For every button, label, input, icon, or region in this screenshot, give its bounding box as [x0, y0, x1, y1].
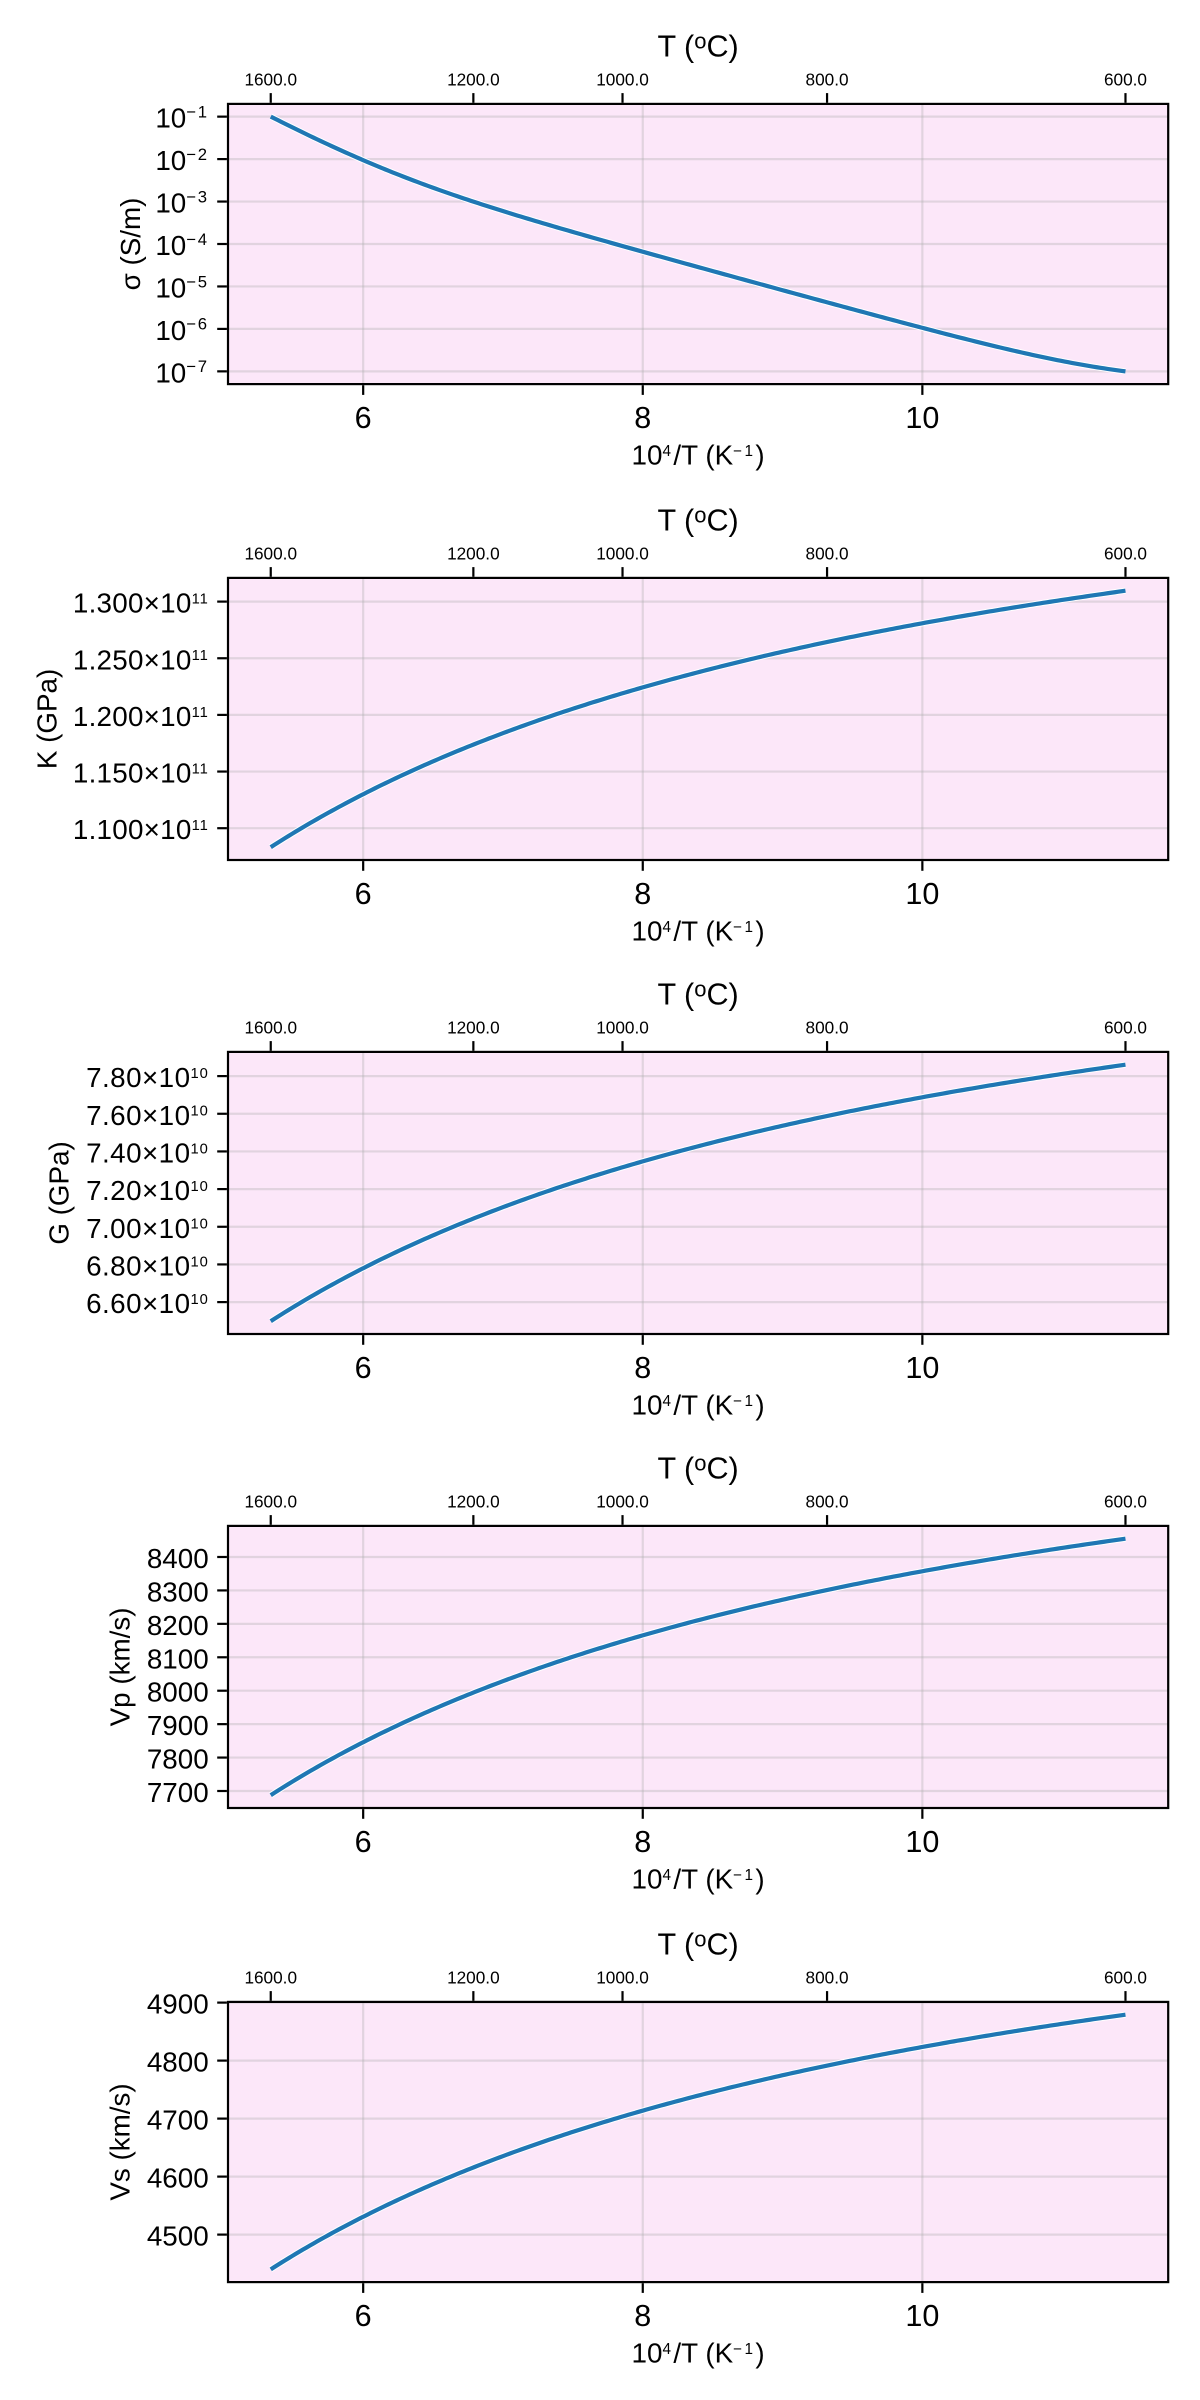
svg-text:7.00×1010: 7.00×1010	[86, 1213, 209, 1244]
svg-text:1600.0: 1600.0	[244, 69, 297, 89]
svg-text:1600.0: 1600.0	[244, 1967, 297, 1987]
svg-text:Vp (km/s): Vp (km/s)	[105, 1607, 136, 1726]
svg-text:7.80×1010: 7.80×1010	[86, 1062, 209, 1093]
svg-text:T (oC): T (oC)	[657, 502, 738, 537]
svg-text:800.0: 800.0	[806, 69, 849, 89]
svg-text:104/T (K−1): 104/T (K−1)	[632, 1390, 765, 1421]
svg-text:8: 8	[634, 1351, 651, 1385]
svg-text:1200.0: 1200.0	[447, 1017, 500, 1037]
svg-text:1200.0: 1200.0	[447, 1967, 500, 1987]
svg-text:8: 8	[634, 401, 651, 435]
svg-text:7.40×1010: 7.40×1010	[86, 1137, 209, 1168]
svg-text:8200: 8200	[147, 1610, 209, 1641]
svg-text:10−1: 10−1	[155, 102, 208, 133]
svg-text:G (GPa): G (GPa)	[44, 1141, 75, 1244]
svg-text:1.200×1011: 1.200×1011	[73, 701, 209, 732]
svg-text:10: 10	[905, 1825, 939, 1859]
svg-text:6: 6	[355, 877, 372, 911]
svg-text:6.80×1010: 6.80×1010	[86, 1250, 209, 1281]
svg-text:6: 6	[355, 2299, 372, 2333]
svg-text:600.0: 600.0	[1104, 1017, 1147, 1037]
svg-text:T (oC): T (oC)	[657, 976, 738, 1011]
svg-text:600.0: 600.0	[1104, 543, 1147, 563]
svg-text:8: 8	[634, 877, 651, 911]
svg-text:104/T (K−1): 104/T (K−1)	[632, 2338, 765, 2369]
svg-text:600.0: 600.0	[1104, 1491, 1147, 1511]
svg-text:1600.0: 1600.0	[244, 1017, 297, 1037]
svg-text:1.150×1011: 1.150×1011	[73, 758, 209, 789]
svg-text:600.0: 600.0	[1104, 1967, 1147, 1987]
svg-text:1000.0: 1000.0	[596, 1491, 649, 1511]
svg-text:1600.0: 1600.0	[244, 1491, 297, 1511]
svg-text:104/T (K−1): 104/T (K−1)	[632, 1864, 765, 1895]
svg-text:8300: 8300	[147, 1576, 209, 1607]
svg-text:6: 6	[355, 1351, 372, 1385]
svg-text:4900: 4900	[147, 1989, 209, 2020]
svg-text:1200.0: 1200.0	[447, 543, 500, 563]
svg-text:7800: 7800	[147, 1744, 209, 1775]
svg-text:8: 8	[634, 1825, 651, 1859]
svg-text:K (GPa): K (GPa)	[32, 669, 63, 769]
svg-text:7900: 7900	[147, 1710, 209, 1741]
svg-text:7700: 7700	[147, 1777, 209, 1808]
svg-text:800.0: 800.0	[806, 543, 849, 563]
svg-text:10−2: 10−2	[155, 145, 208, 176]
svg-text:T (oC): T (oC)	[657, 1926, 738, 1961]
svg-text:8: 8	[634, 2299, 651, 2333]
svg-text:10: 10	[905, 401, 939, 435]
svg-text:8000: 8000	[147, 1677, 209, 1708]
svg-text:1.250×1011: 1.250×1011	[73, 644, 209, 675]
svg-text:800.0: 800.0	[806, 1017, 849, 1037]
svg-text:1200.0: 1200.0	[447, 1491, 500, 1511]
svg-text:6: 6	[355, 401, 372, 435]
svg-text:8100: 8100	[147, 1643, 209, 1674]
svg-text:10: 10	[905, 1351, 939, 1385]
svg-text:8400: 8400	[147, 1543, 209, 1574]
svg-text:4700: 4700	[147, 2105, 209, 2136]
svg-text:T (oC): T (oC)	[657, 1450, 738, 1485]
svg-text:1000.0: 1000.0	[596, 1017, 649, 1037]
svg-text:10−6: 10−6	[155, 315, 208, 346]
svg-text:10: 10	[905, 2299, 939, 2333]
svg-text:6.60×1010: 6.60×1010	[86, 1288, 209, 1319]
svg-text:104/T (K−1): 104/T (K−1)	[632, 916, 765, 947]
svg-text:1000.0: 1000.0	[596, 543, 649, 563]
svg-text:4500: 4500	[147, 2221, 209, 2252]
svg-text:4800: 4800	[147, 2047, 209, 2078]
svg-text:Vs (km/s): Vs (km/s)	[105, 2083, 136, 2200]
svg-text:σ (S/m): σ (S/m)	[115, 198, 146, 291]
svg-text:1000.0: 1000.0	[596, 69, 649, 89]
svg-text:7.60×1010: 7.60×1010	[86, 1100, 209, 1131]
svg-text:800.0: 800.0	[806, 1491, 849, 1511]
svg-text:10: 10	[905, 877, 939, 911]
svg-text:800.0: 800.0	[806, 1967, 849, 1987]
svg-text:1.100×1011: 1.100×1011	[73, 814, 209, 845]
svg-text:600.0: 600.0	[1104, 69, 1147, 89]
svg-text:1600.0: 1600.0	[244, 543, 297, 563]
svg-text:4600: 4600	[147, 2163, 209, 2194]
svg-text:6: 6	[355, 1825, 372, 1859]
svg-text:7.20×1010: 7.20×1010	[86, 1175, 209, 1206]
svg-text:1200.0: 1200.0	[447, 69, 500, 89]
svg-text:104/T (K−1): 104/T (K−1)	[632, 440, 765, 471]
svg-text:1.300×1011: 1.300×1011	[73, 588, 209, 619]
svg-text:1000.0: 1000.0	[596, 1967, 649, 1987]
